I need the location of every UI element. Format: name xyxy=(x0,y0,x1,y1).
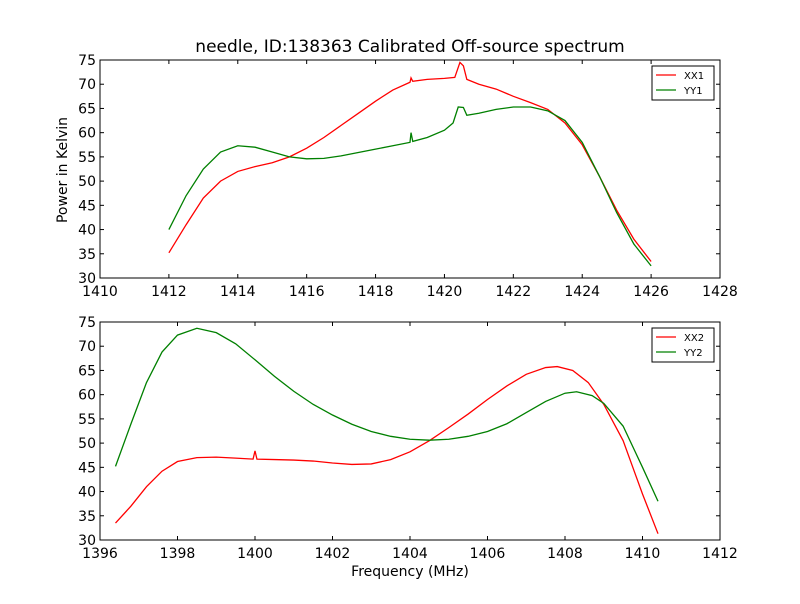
y-tick-label: 30 xyxy=(78,533,96,549)
y-tick-label: 60 xyxy=(78,388,96,404)
y-tick-label: 45 xyxy=(78,460,96,476)
y-tick-label: 75 xyxy=(78,53,96,69)
y-tick-label: 40 xyxy=(78,223,96,239)
y-tick-label: 50 xyxy=(78,436,96,452)
y-tick-label: 35 xyxy=(78,247,96,263)
x-tick-label: 1412 xyxy=(151,284,187,300)
y-tick-label: 40 xyxy=(78,485,96,501)
x-tick-label: 1398 xyxy=(160,546,196,562)
series-line-yy1 xyxy=(168,106,652,267)
legend-label: YY1 xyxy=(683,86,703,97)
x-tick-label: 1422 xyxy=(496,284,532,300)
y-tick-label: 70 xyxy=(78,77,96,93)
chart-title: needle, ID:138363 Calibrated Off-source … xyxy=(195,37,624,57)
y-tick-label: 35 xyxy=(78,509,96,525)
y-tick-label: 45 xyxy=(78,198,96,214)
x-tick-label: 1404 xyxy=(392,546,428,562)
y-tick-label: 50 xyxy=(78,174,96,190)
series-line-yy2 xyxy=(114,327,659,502)
x-tick-label: 1426 xyxy=(633,284,669,300)
y-tick-label: 70 xyxy=(78,339,96,355)
x-tick-label: 1412 xyxy=(702,546,738,562)
axes-frame xyxy=(99,59,721,279)
x-tick-label: 1406 xyxy=(470,546,506,562)
legend-label: XX2 xyxy=(684,333,704,344)
x-tick-label: 1428 xyxy=(702,284,738,300)
x-tick-label: 1420 xyxy=(427,284,463,300)
y-tick-label: 65 xyxy=(78,101,96,117)
y-tick-label: 55 xyxy=(78,150,96,166)
x-tick-label: 1410 xyxy=(82,284,118,300)
x-tick-label: 1408 xyxy=(547,546,583,562)
top-plot-panel: 1410 1412 1414 1416 1418 1420 1422 1424 1426 1428… xyxy=(78,53,738,300)
legend-label: YY2 xyxy=(683,348,703,359)
y-axis-label: Power in Kelvin xyxy=(55,117,71,223)
x-tick-label: 1414 xyxy=(220,284,256,300)
x-tick-label: 1396 xyxy=(82,546,118,562)
series-line-xx1 xyxy=(168,61,652,262)
bottom-plot-panel: 1396 1398 1400 1402 1404 1406 1408 1410 1412 30 35… xyxy=(78,315,738,562)
x-axis-label: Frequency (MHz) xyxy=(351,564,469,580)
series-line-xx2 xyxy=(115,365,659,534)
y-tick-label: 65 xyxy=(78,363,96,379)
x-tick-label: 1424 xyxy=(564,284,600,300)
x-tick-label: 1400 xyxy=(237,546,273,562)
x-tick-label: 1410 xyxy=(625,546,661,562)
axes-frame xyxy=(99,321,721,541)
y-tick-label: 55 xyxy=(78,412,96,428)
y-tick-label: 75 xyxy=(78,315,96,331)
y-tick-label: 30 xyxy=(78,271,96,287)
x-tick-label: 1416 xyxy=(289,284,325,300)
x-tick-label: 1418 xyxy=(358,284,394,300)
legend-label: XX1 xyxy=(684,71,704,82)
y-tick-label: 60 xyxy=(78,126,96,142)
x-tick-label: 1402 xyxy=(315,546,351,562)
